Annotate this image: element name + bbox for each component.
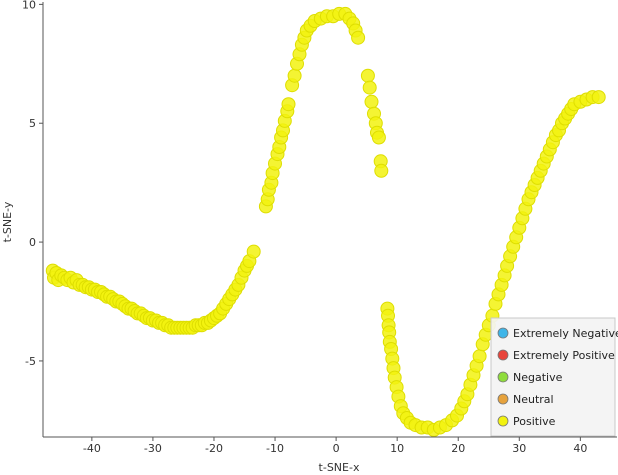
legend-marker xyxy=(497,349,509,361)
data-point xyxy=(591,90,606,105)
legend-label: Extremely Positive xyxy=(513,349,615,362)
legend-label: Neutral xyxy=(513,393,554,406)
data-point xyxy=(287,68,302,83)
data-point xyxy=(281,97,296,112)
x-tick-label: 20 xyxy=(451,442,465,455)
data-point xyxy=(246,244,261,259)
x-tick-label: 0 xyxy=(333,442,340,455)
legend-label: Positive xyxy=(513,415,556,428)
x-tick-label: 40 xyxy=(573,442,587,455)
y-tick-label: 10 xyxy=(22,0,36,11)
y-axis-title: t-SNE-y xyxy=(1,201,14,242)
x-tick-label: 10 xyxy=(390,442,404,455)
data-point xyxy=(371,130,386,145)
legend: Extremely Negative Extremely Positive Nega… xyxy=(490,317,618,437)
legend-box xyxy=(490,317,616,437)
x-tick-label: -30 xyxy=(144,442,162,455)
x-tick-label: 30 xyxy=(512,442,526,455)
x-axis-title: t-SNE-x xyxy=(319,461,360,474)
y-tick-label: 0 xyxy=(29,236,36,249)
data-point xyxy=(472,349,487,364)
x-tick-label: -20 xyxy=(205,442,223,455)
legend-marker xyxy=(497,371,509,383)
y-tick-label: -5 xyxy=(25,355,36,368)
legend-marker xyxy=(497,393,509,405)
y-tick-label: 5 xyxy=(29,117,36,130)
legend-label: Extremely Negative xyxy=(513,327,618,340)
legend-marker xyxy=(497,415,509,427)
axes-layer: -40 -30 -20 -10 0 10 20 30 40 -5 0 5 10 xyxy=(22,0,617,455)
data-point xyxy=(374,163,389,178)
legend-marker xyxy=(497,327,509,339)
data-point xyxy=(362,80,377,95)
data-point xyxy=(351,30,366,45)
points-layer xyxy=(45,6,606,437)
x-tick-label: -40 xyxy=(83,442,101,455)
data-point xyxy=(360,68,375,83)
data-point xyxy=(364,94,379,109)
legend-label: Negative xyxy=(513,371,563,384)
x-tick-label: -10 xyxy=(266,442,284,455)
